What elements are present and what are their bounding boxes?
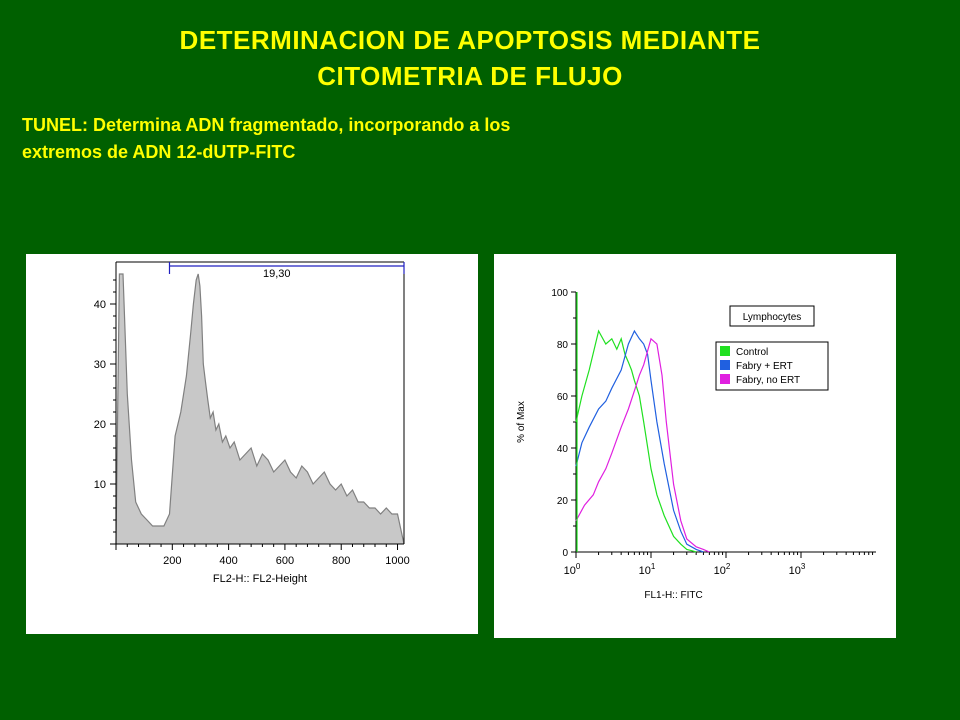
y-tick-label: 0 [562,548,568,559]
y-tick-label: 60 [557,392,569,403]
gate-label: 19,30 [263,268,291,280]
x-tick-label: 102 [714,562,731,577]
legend-label: Fabry, no ERT [736,375,800,386]
legend-title: Lymphocytes [743,312,802,323]
histogram-outline [115,273,405,545]
histogram-area [116,274,404,544]
x-tick-label: 600 [276,555,294,567]
legend-swatch [720,360,730,370]
legend-label: Control [736,347,768,358]
slide-title: DETERMINACION DE APOPTOSIS MEDIANTE CITO… [0,22,940,94]
x-tick-label: 100 [564,562,581,577]
x-tick-label: 1000 [385,555,409,567]
y-tick-label: 80 [557,340,569,351]
slide-subtitle-line2: extremos de ADN 12-dUTP-FITC [22,142,296,162]
x-axis-label: FL1-H:: FITC [644,590,702,601]
y-tick-label: 10 [94,479,106,491]
y-tick-label: 30 [94,359,106,371]
y-tick-label: 100 [551,288,568,299]
legend-title-box [729,305,815,327]
x-tick-label: 800 [332,555,350,567]
x-tick-label: 200 [163,555,181,567]
y-tick-label: 20 [557,496,569,507]
legend-box [715,341,829,391]
series-line-1 [575,329,697,553]
x-tick-label: 400 [219,555,237,567]
legend-swatch [720,374,730,384]
legend-swatch [720,346,730,356]
y-tick-label: 40 [94,299,106,311]
y-axis-label: % of Max [516,401,527,443]
x-tick-label: 101 [639,562,656,577]
series-line-2 [575,329,704,553]
slide-title-line2: CITOMETRIA DE FLUJO [317,61,623,91]
x-tick-label: 103 [789,562,806,577]
slide-subtitle: TUNEL: Determina ADN fragmentado, incorp… [22,112,722,166]
slide-title-line1: DETERMINACION DE APOPTOSIS MEDIANTE [179,25,761,55]
y-tick-label: 20 [94,419,106,431]
slide-subtitle-line1: TUNEL: Determina ADN fragmentado, incorp… [22,115,511,135]
legend-label: Fabry + ERT [736,361,793,372]
series-line-3 [575,337,710,553]
x-axis-label: FL2-H:: FL2-Height [213,573,307,585]
y-tick-label: 40 [557,444,569,455]
fitc-overlay-panel: 0 20 40 60 80 100% of Max 100 101 102 103 FL1-H:: … [494,254,896,638]
